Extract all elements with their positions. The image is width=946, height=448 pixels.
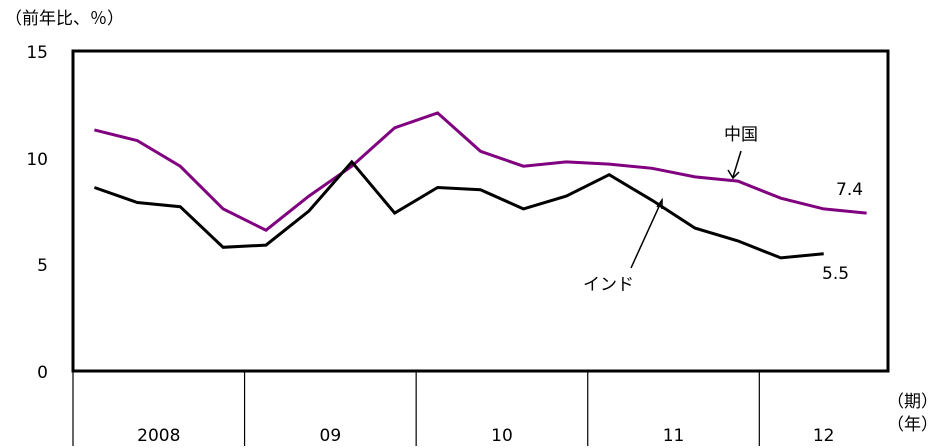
china-arrow-line — [732, 150, 742, 178]
y-axis: 15 10 5 0 — [26, 43, 48, 383]
china-end-label: 7.4 — [836, 180, 863, 200]
x-tick-label: 12 — [813, 426, 835, 446]
china-arrow-head — [727, 169, 740, 180]
x-tick-label: 2008 — [137, 426, 180, 446]
x-label-year: （年） — [887, 415, 938, 435]
series-label-china: 中国 — [724, 125, 758, 145]
x-tick-label: 11 — [663, 426, 685, 446]
x-tick-label: 10 — [491, 426, 513, 446]
y-tick-label: 5 — [37, 256, 48, 276]
y-tick-label: 15 — [26, 43, 48, 63]
x-tick-label: 09 — [320, 426, 342, 446]
series-line-india — [93, 159, 824, 260]
unit-label: （前年比、％） — [5, 9, 124, 29]
india-end-label: 5.5 — [822, 264, 849, 284]
y-tick-label: 0 — [37, 363, 48, 383]
y-tick-label: 10 — [26, 150, 48, 170]
year-axis: 2008 09 10 11 12 — [72, 371, 835, 446]
series-line-china — [94, 111, 867, 232]
series-label-india: インド — [583, 275, 634, 295]
plot-frame — [71, 49, 890, 373]
x-label-quarter: （期） — [887, 392, 938, 412]
india-arrow-head — [656, 197, 663, 209]
india-arrow-line — [630, 199, 663, 269]
annotations: 中国 インド 7.4 5.5 — [583, 125, 863, 295]
series-layer — [93, 111, 867, 260]
